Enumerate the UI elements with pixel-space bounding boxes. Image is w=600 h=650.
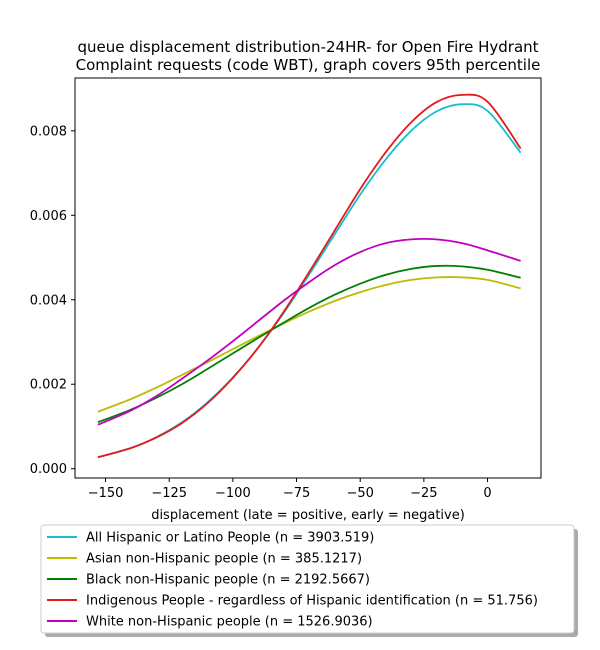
- series-line-4: [97, 93, 522, 459]
- y-tick-label: 0.004: [30, 293, 67, 308]
- legend-item: All Hispanic or Latino People (n = 3903.…: [47, 531, 374, 546]
- x-tick-label: 0: [483, 486, 491, 501]
- legend-item: White non-Hispanic people (n = 1526.9036…: [47, 615, 373, 630]
- legend-label: White non-Hispanic people (n = 1526.9036…: [86, 615, 373, 630]
- x-tick-label: −100: [215, 486, 251, 501]
- legend-item: Indigenous People - regardless of Hispan…: [47, 594, 538, 609]
- legend-label: All Hispanic or Latino People (n = 3903.…: [86, 531, 374, 546]
- x-tick-label: −75: [283, 486, 310, 501]
- legend-box: [40, 524, 575, 634]
- y-tick-label: 0.006: [30, 209, 67, 224]
- series-line-3: [97, 264, 521, 424]
- legend: All Hispanic or Latino People (n = 3903.…: [40, 524, 578, 637]
- legend-item: Black non-Hispanic people (n = 2192.5667…: [47, 573, 370, 588]
- series-lines: [97, 93, 522, 459]
- x-axis-title: displacement (late = positive, early = n…: [151, 508, 465, 523]
- x-tick-label: −25: [410, 486, 437, 501]
- plot-area-frame: [74, 77, 542, 479]
- x-tick-label: −50: [346, 486, 373, 501]
- legend-label: Black non-Hispanic people (n = 2192.5667…: [86, 573, 370, 588]
- legend-items: All Hispanic or Latino People (n = 3903.…: [47, 531, 538, 630]
- y-tick-label: 0.002: [30, 378, 67, 393]
- series-line-5: [97, 237, 521, 426]
- x-tick-label: −150: [88, 486, 124, 501]
- legend-item: Asian non-Hispanic people (n = 385.1217): [47, 552, 362, 567]
- y-axis-ticks: 0.000 0.002 0.004 0.006 0.008: [30, 124, 75, 477]
- series-line-2: [97, 276, 521, 413]
- series-line-1: [97, 103, 522, 459]
- y-tick-label: 0.008: [30, 124, 67, 139]
- x-axis-ticks: −150 −125 −100 −75 −50 −25 0: [88, 478, 492, 501]
- legend-label: Asian non-Hispanic people (n = 385.1217): [86, 552, 362, 567]
- x-tick-label: −125: [151, 486, 187, 501]
- y-tick-label: 0.000: [30, 462, 67, 477]
- chart-title: queue displacement distribution-24HR- fo…: [76, 38, 541, 74]
- chart-title-line-1: queue displacement distribution-24HR- fo…: [77, 38, 538, 56]
- chart-title-line-2: Complaint requests (code WBT), graph cov…: [76, 56, 541, 74]
- legend-label: Indigenous People - regardless of Hispan…: [86, 594, 538, 609]
